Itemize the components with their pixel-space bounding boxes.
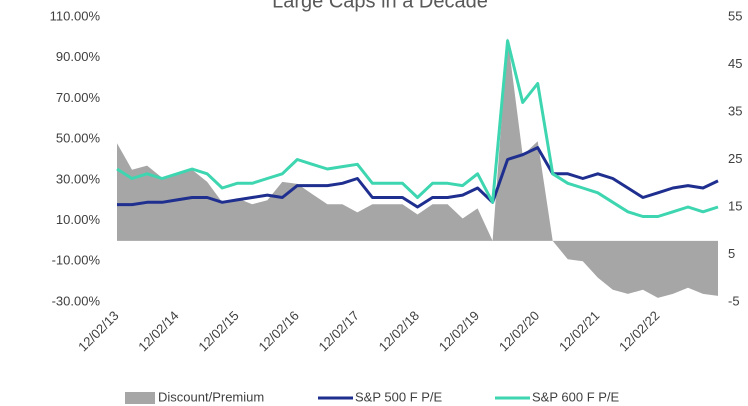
y2-tick-label: 25 — [728, 151, 742, 166]
legend-swatch — [125, 392, 155, 404]
line — [117, 146, 719, 209]
x-tick-label: 12/02/18 — [376, 308, 422, 354]
y-tick-label: 50.00% — [56, 131, 101, 146]
x-tick-label: 12/02/15 — [195, 308, 241, 354]
legend-label: Discount/Premium — [158, 389, 264, 404]
y2-tick-label: 5 — [728, 246, 735, 261]
y2-tick-label: 55 — [728, 8, 742, 23]
y2-tick-label: 15 — [728, 198, 742, 213]
x-tick-label: 12/02/21 — [556, 308, 602, 354]
line — [116, 39, 719, 218]
y-tick-label: 30.00% — [56, 171, 101, 186]
legend-label: S&P 600 F P/E — [532, 389, 620, 404]
y2-tick-label: 45 — [728, 56, 742, 71]
x-tick-label: 12/02/14 — [135, 308, 181, 354]
legend-label: S&P 500 F P/E — [355, 389, 443, 404]
x-tick-label: 12/02/19 — [436, 308, 482, 354]
y-tick-label: 90.00% — [56, 49, 101, 64]
area — [117, 37, 718, 298]
x-tick-label: 12/02/22 — [616, 308, 662, 354]
y-tick-label: 110.00% — [50, 8, 101, 23]
chart-title: Large Caps in a Decade — [272, 0, 488, 12]
x-tick-label: 12/02/17 — [316, 308, 362, 354]
y2-tick-label: 35 — [728, 103, 742, 118]
x-tick-label: 12/02/20 — [496, 308, 542, 354]
y2-tick-label: -5 — [728, 293, 740, 308]
y-tick-label: 10.00% — [56, 212, 101, 227]
x-tick-label: 12/02/13 — [75, 308, 121, 354]
y-tick-label: -10.00% — [52, 253, 101, 268]
y-tick-label: 70.00% — [56, 90, 101, 105]
y-tick-label: -30.00% — [52, 293, 101, 308]
x-tick-label: 12/02/16 — [255, 308, 301, 354]
